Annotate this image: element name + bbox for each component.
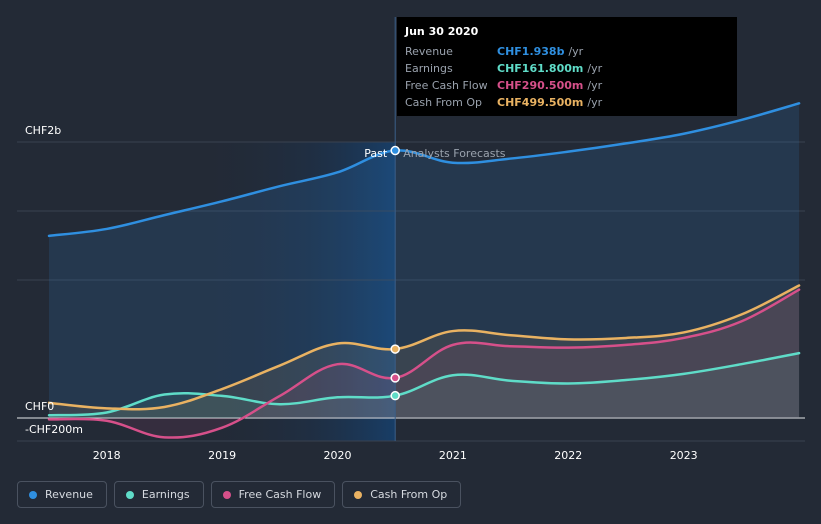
past-region-shade bbox=[190, 142, 396, 441]
hover-markers bbox=[390, 145, 400, 401]
hover-tooltip: Jun 30 2020 Revenue CHF1.938b /yr Earnin… bbox=[397, 17, 737, 116]
tooltip-row-cash-from-op: Cash From Op CHF499.500m /yr bbox=[405, 94, 737, 111]
x-tick-label: 2021 bbox=[439, 449, 467, 462]
series-lines bbox=[47, 102, 801, 439]
free-cash-flow-line bbox=[47, 288, 801, 439]
legend-free-cash-flow[interactable]: Free Cash Flow bbox=[210, 481, 336, 508]
axis-labels: CHF2b CHF0 -CHF200m Past Analysts Forecasts 2… bbox=[25, 124, 698, 462]
tooltip-value: CHF499.500m bbox=[497, 96, 584, 109]
cash-from-op-area bbox=[49, 285, 800, 418]
tooltip-label: Free Cash Flow bbox=[405, 79, 488, 92]
legend-cash-from-op[interactable]: Cash From Op bbox=[342, 481, 462, 508]
legend-revenue[interactable]: Revenue bbox=[17, 481, 107, 508]
y-label-zero: CHF0 bbox=[25, 400, 54, 413]
y-label-top: CHF2b bbox=[25, 124, 61, 137]
legend-dot-icon bbox=[222, 490, 231, 499]
x-tick-label: 2023 bbox=[670, 449, 698, 462]
tooltip-label: Revenue bbox=[405, 45, 453, 58]
past-label: Past bbox=[364, 147, 388, 160]
tooltip-unit: /yr bbox=[587, 62, 603, 75]
forecast-label: Analysts Forecasts bbox=[403, 147, 506, 160]
tooltip-value: CHF161.800m bbox=[497, 62, 584, 75]
legend-dot-icon bbox=[125, 490, 134, 499]
tooltip-unit: /yr bbox=[568, 45, 584, 58]
legend-earnings[interactable]: Earnings bbox=[113, 481, 204, 508]
x-tick-label: 2019 bbox=[208, 449, 236, 462]
legend-label: Revenue bbox=[45, 488, 93, 501]
earnings-line bbox=[47, 351, 801, 417]
tooltip-row-earnings: Earnings CHF161.800m /yr bbox=[405, 60, 737, 77]
tooltip-row-free-cash-flow: Free Cash Flow CHF290.500m /yr bbox=[405, 77, 737, 94]
tooltip-label: Cash From Op bbox=[405, 96, 483, 109]
legend-label: Free Cash Flow bbox=[238, 488, 322, 501]
revenue-line bbox=[47, 102, 801, 238]
legend-label: Cash From Op bbox=[370, 488, 448, 501]
gridlines bbox=[17, 141, 805, 442]
cash-from-op-line bbox=[47, 284, 801, 411]
tooltip-unit: /yr bbox=[587, 79, 603, 92]
tooltip-label: Earnings bbox=[405, 62, 453, 75]
chart-legend: Revenue Earnings Free Cash Flow Cash Fro… bbox=[17, 481, 462, 508]
tooltip-value: CHF290.500m bbox=[497, 79, 584, 92]
legend-label: Earnings bbox=[141, 488, 190, 501]
tooltip-value: CHF1.938b bbox=[497, 45, 565, 58]
x-tick-label: 2020 bbox=[324, 449, 352, 462]
x-tick-label: 2022 bbox=[554, 449, 582, 462]
legend-dot-icon bbox=[354, 490, 363, 499]
revenue-marker bbox=[390, 145, 400, 156]
tooltip-row-revenue: Revenue CHF1.938b /yr bbox=[405, 43, 737, 60]
y-label-bottom: -CHF200m bbox=[25, 423, 83, 436]
cash-from-op-marker bbox=[390, 344, 400, 354]
legend-dot-icon bbox=[29, 490, 37, 499]
tooltip-unit: /yr bbox=[587, 96, 603, 109]
tooltip-date: Jun 30 2020 bbox=[405, 25, 479, 38]
free-cash-flow-marker bbox=[390, 373, 400, 383]
x-tick-label: 2018 bbox=[93, 449, 121, 462]
earnings-marker bbox=[390, 390, 400, 401]
